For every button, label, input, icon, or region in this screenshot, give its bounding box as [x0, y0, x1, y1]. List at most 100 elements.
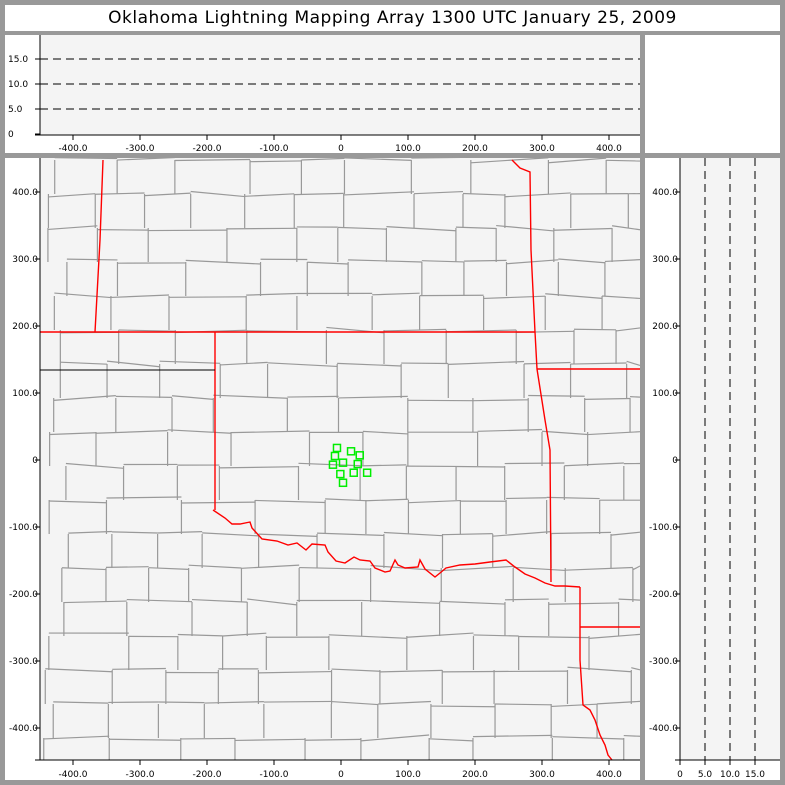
county-line: [53, 395, 116, 401]
county-line: [328, 634, 407, 639]
county-line: [45, 668, 113, 673]
county-line: [377, 700, 431, 705]
county-line: [263, 700, 332, 703]
county-line: [495, 703, 552, 706]
county-line: [506, 497, 547, 500]
county-line: [504, 192, 571, 198]
county-line: [570, 362, 627, 365]
state-borders: [40, 159, 640, 761]
county-line: [325, 498, 366, 502]
county-line: [362, 430, 408, 435]
y-tick-label: 5.0: [8, 105, 23, 115]
county-line: [106, 360, 160, 368]
county-line: [110, 294, 170, 299]
county-line: [558, 258, 605, 264]
county-line: [348, 259, 422, 263]
county-line: [148, 567, 189, 570]
county-line: [414, 190, 464, 195]
county-line: [551, 531, 612, 535]
county-line: [63, 600, 127, 604]
county-line: [504, 462, 565, 465]
county-line: [61, 567, 106, 571]
county-line: [117, 156, 175, 161]
station-marker: [338, 478, 348, 488]
station-marker: [332, 443, 342, 453]
x-tick-label: 300.0: [529, 770, 555, 780]
county-line: [429, 738, 473, 742]
x-tick-label: 100.0: [395, 770, 421, 780]
lma-stations: [328, 443, 372, 488]
county-line: [623, 734, 641, 737]
county-line: [47, 225, 98, 231]
x-tick-label: -100.0: [259, 144, 288, 154]
station-marker: [338, 458, 348, 467]
y-tick-label: 10.0: [8, 80, 28, 90]
county-line: [337, 362, 402, 367]
county-line: [105, 566, 149, 568]
county-line: [231, 430, 310, 434]
county-line: [618, 598, 641, 601]
plan-view-map-panel: [5, 158, 640, 780]
station-marker: [346, 447, 356, 456]
x-tick-label: -300.0: [125, 770, 154, 780]
county-line: [564, 462, 624, 467]
county-line: [65, 462, 124, 469]
county-line: [584, 397, 631, 400]
axes: 0 5.0 10.0 15.0 -400.0 -300.0 -200.0 -100.0 0 100…: [8, 35, 780, 780]
empty-corner-panel: [645, 35, 780, 153]
county-line: [477, 428, 543, 432]
county-line: [441, 565, 514, 572]
county-line: [408, 499, 461, 504]
x-tick-label: 200.0: [462, 770, 488, 780]
county-line: [106, 496, 182, 499]
county-line: [68, 530, 112, 534]
county-line: [518, 635, 590, 639]
county-line: [379, 669, 443, 673]
county-line: [587, 431, 641, 436]
county-line: [246, 292, 297, 296]
y-tick-label: 300.0: [652, 255, 678, 265]
county-line: [299, 566, 371, 570]
state-border: [212, 509, 581, 588]
county-line: [604, 259, 641, 263]
county-line: [157, 531, 203, 534]
county-line: [496, 224, 554, 232]
county-line: [513, 566, 566, 572]
y-tick-label: 15.0: [8, 55, 28, 65]
county-line: [54, 157, 118, 160]
county-line: [177, 633, 223, 637]
y-tick-label: -300.0: [649, 657, 678, 667]
x-tick-label: 200.0: [462, 144, 488, 154]
county-line: [144, 192, 191, 197]
station-marker: [330, 451, 340, 461]
county-line: [247, 598, 297, 606]
county-line: [573, 328, 617, 331]
county-line: [219, 466, 299, 469]
county-line: [109, 738, 181, 741]
station-marker: [328, 460, 338, 469]
county-line: [111, 531, 158, 534]
x-tick-label: 400.0: [596, 144, 622, 154]
county-line: [317, 532, 384, 537]
x-tick-label: -200.0: [192, 144, 221, 154]
county-line: [406, 632, 474, 638]
x-tick-label: 0: [338, 144, 344, 154]
county-line: [632, 565, 641, 571]
county-line: [43, 735, 110, 740]
y-tick-label: 0: [32, 456, 38, 466]
county-line: [220, 361, 268, 366]
county-line: [372, 292, 420, 296]
county-line: [615, 327, 641, 332]
x-tick-label: 0: [338, 770, 344, 780]
county-line: [597, 700, 641, 705]
state-border: [94, 159, 104, 333]
county-line: [48, 193, 96, 198]
county-line: [552, 736, 624, 740]
county-line: [331, 700, 378, 706]
x-tick-label: 15.0: [745, 770, 765, 780]
county-line: [337, 226, 387, 230]
county-line: [204, 701, 264, 704]
county-line: [524, 361, 571, 365]
county-line: [448, 360, 525, 366]
